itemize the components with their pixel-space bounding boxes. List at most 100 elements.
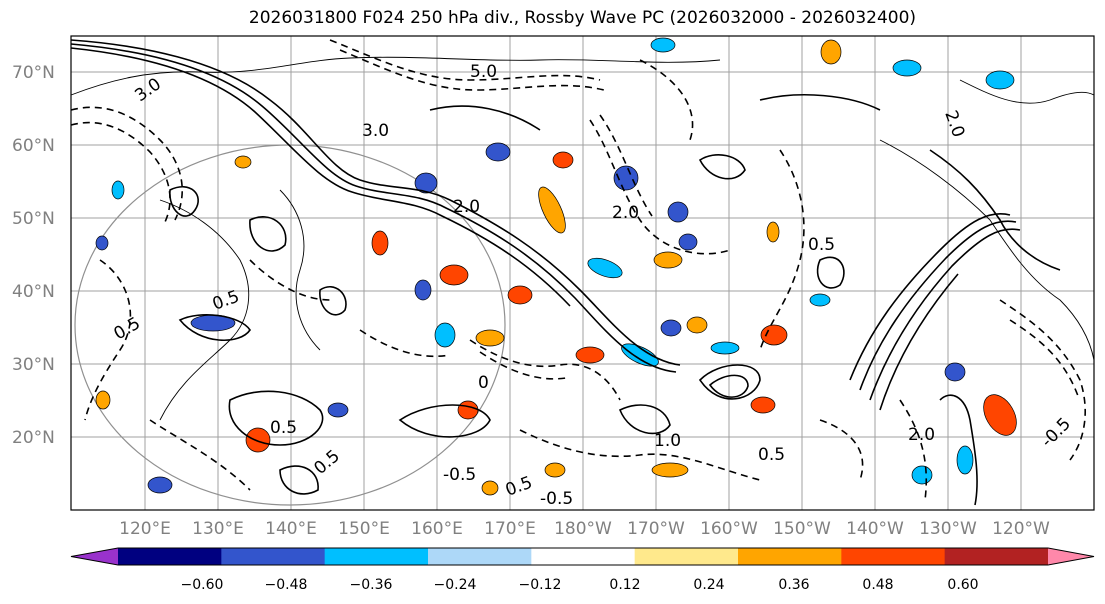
shade-blob [457,400,479,420]
colorbar-segment [944,548,1049,565]
shade-blob [147,476,173,494]
contour-label: 3.0 [362,121,389,141]
shade-blob [956,445,974,475]
colorbar-tick-label: −0.24 [434,577,477,593]
shade-blob [651,462,689,478]
lat-label: 40°N [12,282,55,302]
lat-label: 70°N [12,63,55,83]
lon-label: 150°W [773,519,831,539]
shade-blob [892,59,922,77]
shade-blob [678,233,698,251]
colorbar-outline [70,547,1095,566]
contour-label: 0.5 [808,235,835,255]
shade-blob [544,462,566,478]
colorbar-tick-label: 0.48 [862,577,893,593]
lon-label: 130°E [192,519,244,539]
shade-blob [371,230,389,256]
lon-label: 170°W [627,519,685,539]
colorbar-tick-label: 0.24 [693,577,724,593]
shade-blob [481,480,499,496]
colorbar-tick-label: −0.12 [519,577,562,593]
map-border [70,35,1095,511]
shade-blob [650,37,676,53]
shade-blob [587,257,623,279]
shade-blob [507,285,533,305]
longitude-labels: 120°E 130°E 140°E 150°E 160°E 170°E 180°… [119,519,1050,539]
shade-blob [234,155,252,169]
shade-blob [475,329,505,347]
lon-label: 140°E [265,519,317,539]
shade-blob [327,402,349,418]
shade-blob [439,264,469,286]
contour-label: 0.5 [270,418,297,438]
lon-label: 150°E [338,519,390,539]
shade-blob [111,180,125,200]
contour-label: 5.0 [470,62,497,82]
shade-blob [983,394,1017,436]
shade-blob [686,316,708,334]
lat-label: 50°N [12,209,55,229]
shade-blob [95,390,111,410]
shade-blob [750,396,776,414]
shade-blob [95,235,109,251]
colorbar-ticks: −0.60 −0.48 −0.36 −0.24 −0.12 0.12 0.24 … [181,577,979,593]
contour-label: 0 [478,373,489,393]
colorbar-segment [841,548,946,565]
shade-blob [575,346,605,364]
shade-blob [760,324,788,346]
lon-label: 180°W [554,519,612,539]
colorbar-segment [531,548,636,565]
dashed-contours [70,39,1086,501]
lon-label: 160°E [411,519,463,539]
shade-blob [944,362,966,382]
shade-blob [653,251,683,269]
colorbar-extend-left [71,548,118,565]
colorbar-segment [428,548,532,565]
contour-label: -0.5 [443,465,476,485]
colorbar-segment [324,548,429,565]
shade-blob [710,341,740,355]
lat-label: 20°N [12,428,55,448]
divergence-shading [95,37,1017,496]
contour-label: 2.0 [908,425,935,445]
colorbar-tick-label: −0.36 [350,577,393,593]
colorbar-tick-label: −0.60 [181,577,224,593]
shade-blob [485,142,511,162]
shade-blob [245,427,271,453]
shade-blob [660,319,682,337]
lat-label: 30°N [12,355,55,375]
contour-label: 1.0 [654,431,681,451]
shade-blob [538,186,566,234]
contour-label: -0.5 [540,489,573,509]
latitude-labels: 70°N 60°N 50°N 40°N 30°N 20°N [12,63,55,448]
colorbar-segment [634,548,739,565]
map-title: 2026031800 F024 250 hPa div., Rossby Wav… [248,8,917,28]
shade-blob [552,151,574,169]
colorbar-segment [221,548,326,565]
contour-label: 2.0 [612,203,639,223]
map-panel: 3.0 5.0 3.0 2.0 2.0 2.0 0.5 0.5 0.5 0.5 … [70,35,1095,511]
solid-contours [70,39,1061,506]
colorbar-segments [70,547,1095,566]
colorbar-tick-label: 0.12 [609,577,640,593]
shade-blob [911,465,933,485]
graticule [71,36,1094,510]
shade-blob [820,39,842,65]
shade-blob [434,322,456,348]
colorbar-tick-label: 0.36 [778,577,809,593]
shade-blob [809,293,831,307]
lat-label: 60°N [12,136,55,156]
contour-label: 0.5 [758,445,785,465]
shade-blob [985,70,1015,90]
contour-label: 2.0 [453,197,480,217]
colorbar-segment [738,548,842,565]
shade-blob [766,221,780,243]
shade-blob [667,201,689,223]
shade-blob [613,165,639,191]
colorbar-extend-right [1048,548,1094,565]
shade-blob [414,172,438,194]
lon-label: 120°W [992,519,1050,539]
lon-label: 130°W [919,519,977,539]
lon-label: 160°W [700,519,758,539]
